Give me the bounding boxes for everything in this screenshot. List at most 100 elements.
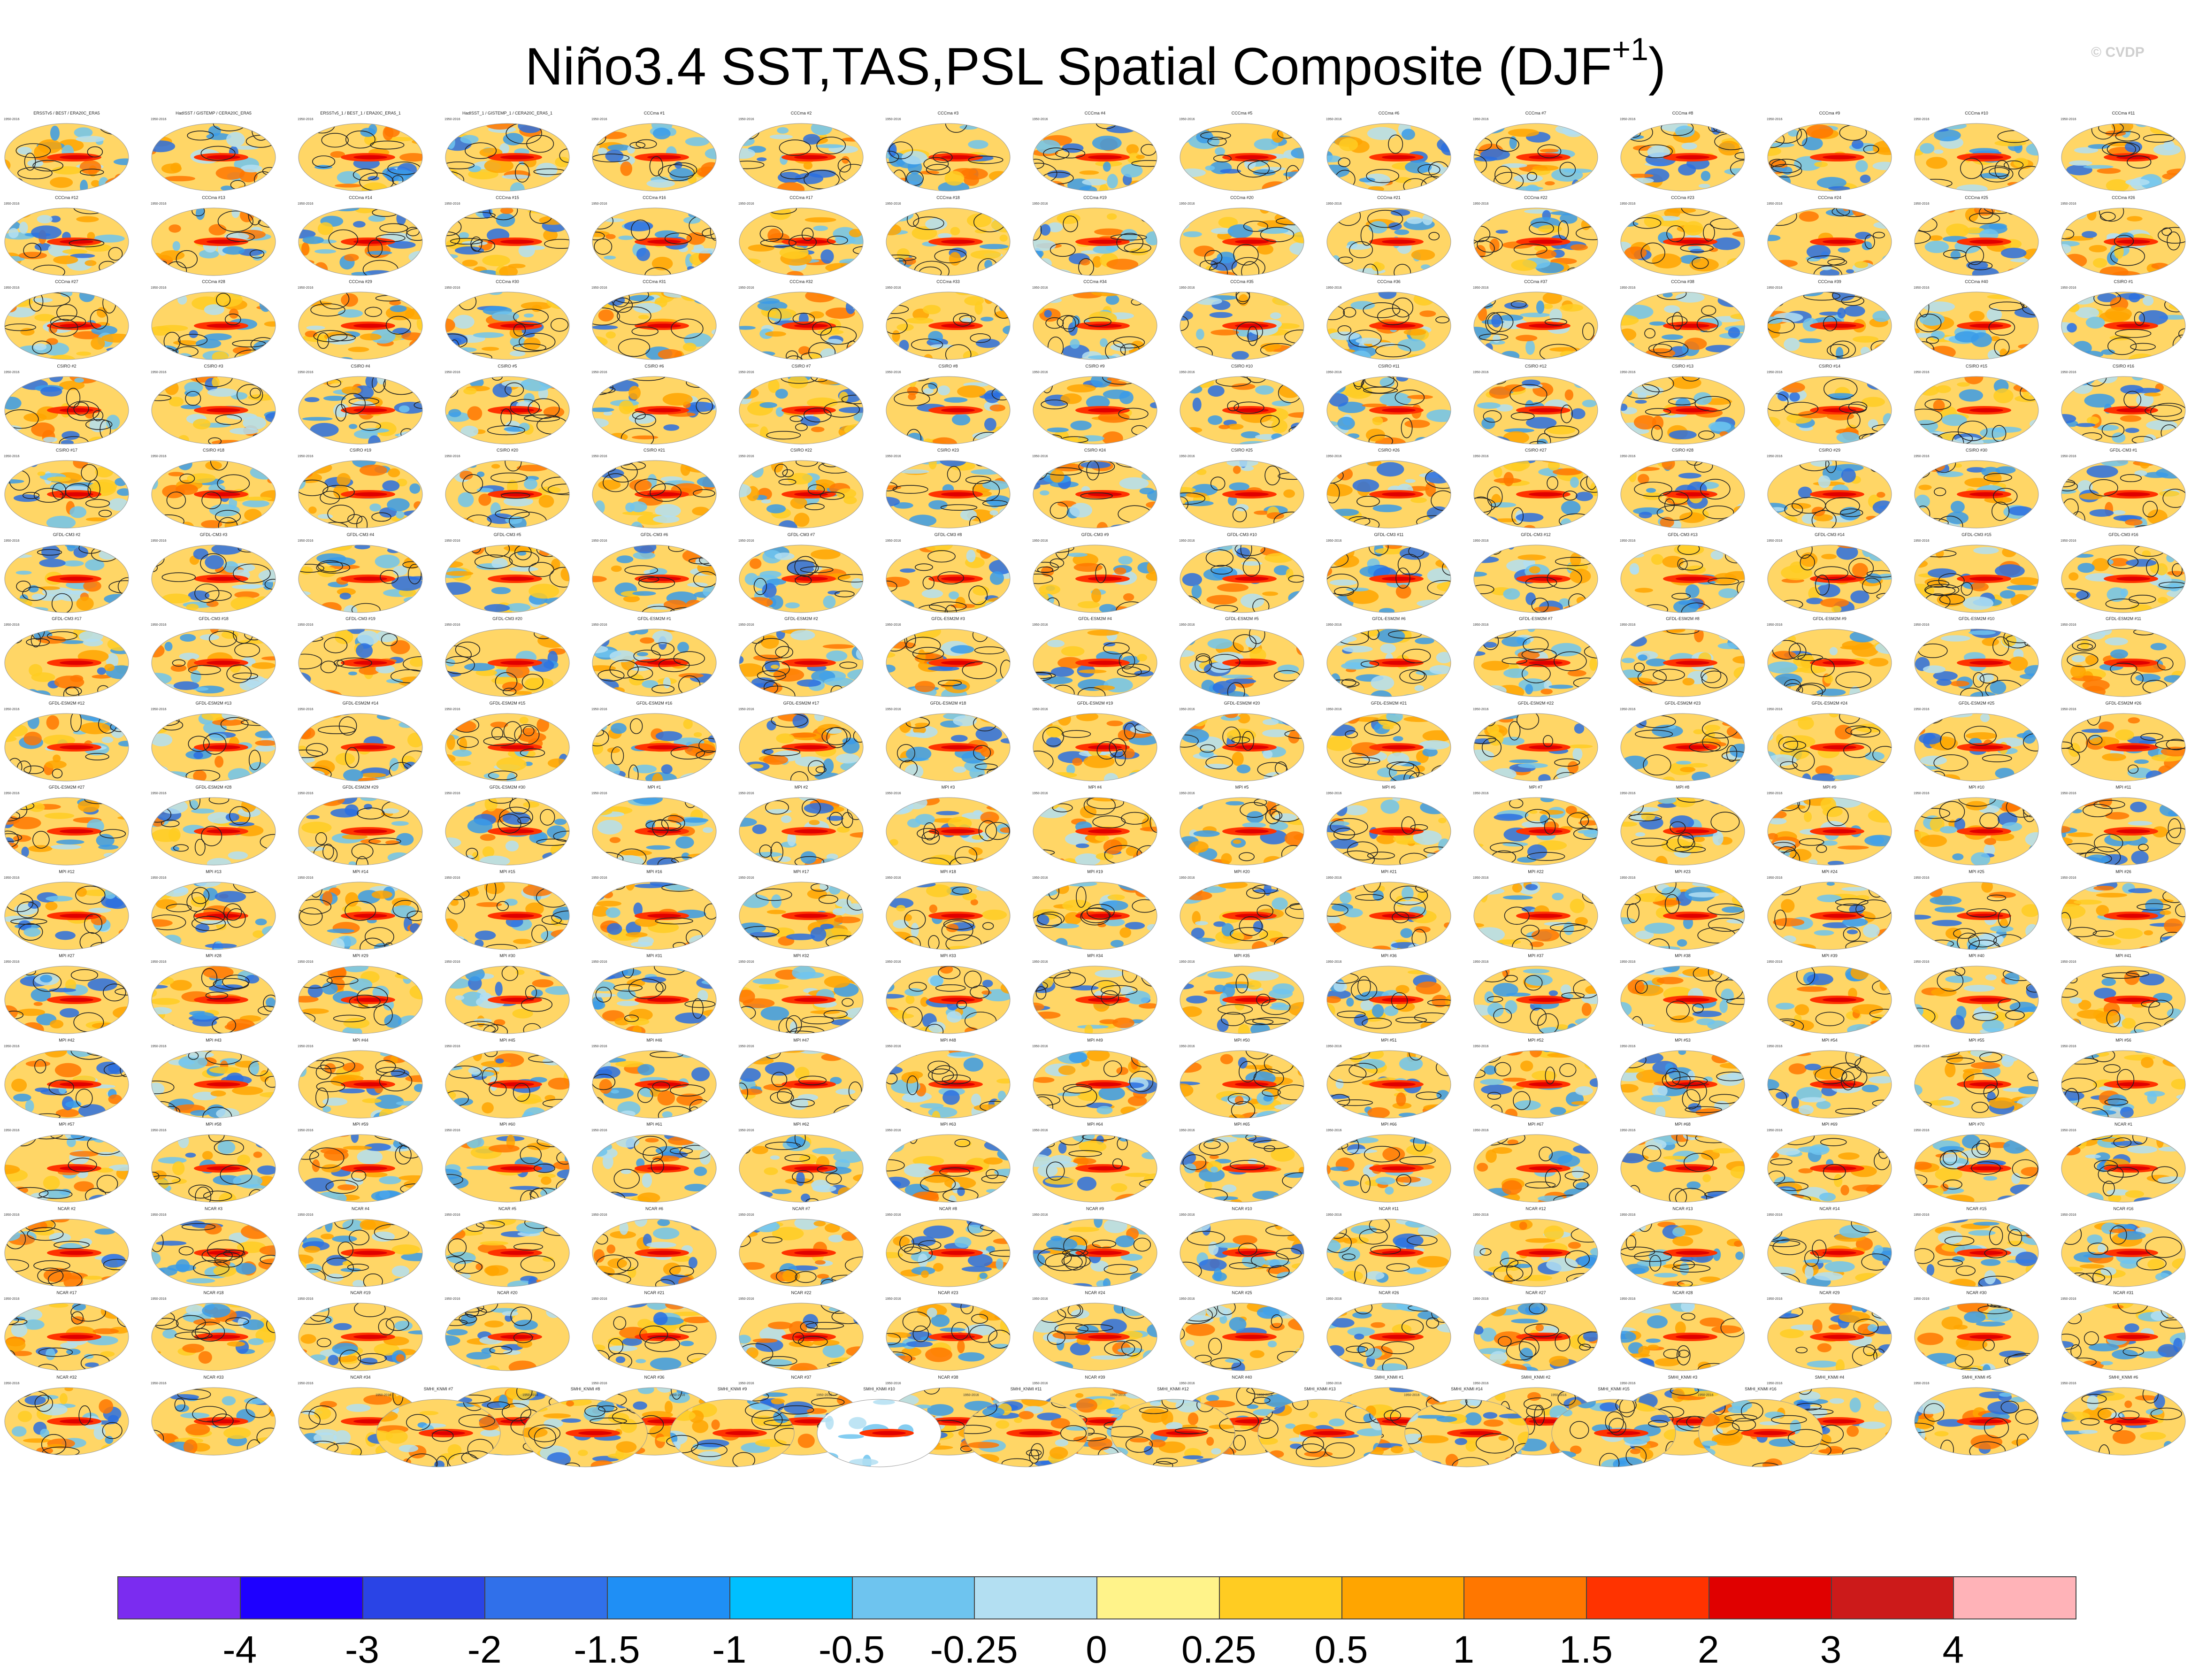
global-map [523,1399,648,1467]
panel-year-range: 1950-2016 [2061,1297,2076,1301]
panel-year-range: 1950-2016 [298,623,314,627]
panel-year-range: 1950-2016 [738,707,754,711]
map-panel: GFDL-ESM2M #28 1950-2016 [151,784,276,867]
panel-title: GFDL-ESM2M #18 [930,700,966,706]
panel-year-range: 1950-2016 [738,286,754,290]
map-panel: MPI #8 1950-2016 [1620,784,1746,867]
map-panel: CCCma #23 1950-2016 [1620,195,1746,277]
global-map [2061,966,2186,1034]
panel-year-range: 1950-2016 [2061,792,2076,795]
map-panel: MPI #59 1950-2016 [298,1121,423,1204]
panel-title: SMHI_KNMI #11 [1010,1386,1042,1391]
panel-year-range: 1950-2016 [1473,792,1489,795]
panel-title: CCCma #2 [790,111,812,115]
panel-year-range: 1950-2016 [1032,539,1048,543]
panel-year-range: 1950-2016 [1767,1381,1783,1385]
global-map [4,376,129,444]
panel-title: SMHI_KNMI #7 [423,1386,453,1391]
panel-title: CSIRO #2 [57,363,77,368]
panel-year-range: 1950-2016 [298,202,314,206]
map-panel: MPI #35 1950-2016 [1179,953,1305,1036]
map-panel: NCAR #17 1950-2016 [4,1290,130,1373]
panel-year-range: 1950-2016 [591,1213,607,1217]
panel-title: MPI #39 [1822,953,1838,958]
map-panel: NCAR #14 1950-2016 [1767,1206,1892,1289]
panel-year-range: 1950-2016 [2061,960,2076,964]
panel-title: MPI #11 [2115,785,2131,790]
panel-title: MPI #56 [2115,1037,2131,1043]
panel-title: MPI #67 [1528,1122,1544,1127]
map-panel: GFDL-ESM2M #18 1950-2016 [885,700,1011,783]
panel-title: SMHI_KNMI #8 [570,1386,600,1391]
map-panel: MPI #37 1950-2016 [1473,953,1599,1036]
map-panel: MPI #12 1950-2016 [4,869,130,951]
panel-title: CSIRO #6 [644,363,664,368]
map-panel: GFDL-CM3 #4 1950-2016 [298,532,423,614]
panel-year-range: 1950-2016 [1767,118,1783,121]
global-map [1620,1219,1745,1287]
panel-title: CCCma #23 [1671,195,1694,200]
panel-year-range: 1950-2016 [4,1044,20,1048]
panel-title: MPI #30 [499,953,515,958]
map-panel: SMHI_KNMI #14 1950-2016 [1404,1386,1530,1469]
panel-year-range: 1950-2016 [738,1129,754,1132]
panel-year-range: 1950-2016 [1620,118,1636,121]
map-panel: NCAR #12 1950-2016 [1473,1206,1599,1289]
panel-title: GFDL-CM3 #16 [2108,532,2138,537]
global-map [1767,797,1892,866]
panel-title: SMHI_KNMI #9 [717,1386,747,1391]
panel-year-range: 1950-2016 [1914,960,1930,964]
panel-title: CSIRO #18 [202,448,225,453]
global-map [1767,292,1892,360]
map-panel: MPI #34 1950-2016 [1032,953,1158,1036]
global-map [1473,207,1598,276]
global-map [1473,966,1598,1034]
panel-year-range: 1950-2016 [1473,455,1489,458]
global-map [1914,376,2039,444]
global-map [445,1134,570,1203]
panel-title: MPI #50 [1234,1037,1250,1043]
map-panel: CCCma #24 1950-2016 [1767,195,1892,277]
panel-title: MPI #14 [352,869,368,874]
panel-year-range: 1950-2016 [1767,202,1783,206]
global-map [1767,1134,1892,1203]
map-panel: GFDL-ESM2M #15 1950-2016 [444,700,570,783]
panel-title: GFDL-ESM2M #11 [2106,616,2141,621]
global-map [592,292,717,360]
panel-title: CSIRO #3 [204,363,223,368]
map-panel: GFDL-ESM2M #23 1950-2016 [1620,700,1746,783]
panel-title: MPI #6 [1382,785,1396,790]
panel-year-range: 1950-2016 [738,539,754,543]
panel-year-range: 1950-2016 [591,1297,607,1301]
panel-year-range: 1950-2016 [444,455,460,458]
panel-title: MPI #9 [1823,785,1837,790]
panel-year-range: 1950-2016 [4,286,20,290]
map-panel: CCCma #2 1950-2016 [738,110,864,193]
panel-title: MPI #52 [1528,1037,1544,1043]
map-panel: CSIRO #10 1950-2016 [1179,363,1305,446]
panel-title: CCCma #14 [349,195,372,200]
map-panel: GFDL-ESM2M #3 1950-2016 [885,616,1011,698]
panel-title: MPI #35 [1234,953,1250,958]
panel-year-range: 1950-2016 [1179,286,1195,290]
global-map [1620,966,1745,1034]
panel-title: GFDL-ESM2M #25 [1958,700,1995,706]
map-panel: MPI #28 1950-2016 [151,953,276,1036]
panel-year-range: 1950-2016 [1914,1129,1930,1132]
global-map [298,460,423,529]
global-map [2061,882,2186,950]
panel-title: CCCma #9 [1819,111,1840,115]
panel-year-range: 1950-2016 [4,876,20,880]
global-map [151,207,276,276]
map-panel: SMHI_KNMI #13 1950-2016 [1257,1386,1383,1469]
global-map [1767,966,1892,1034]
panel-year-range: 1950-2016 [1404,1393,1420,1397]
map-panel: CSIRO #19 1950-2016 [298,447,423,530]
map-panel: CCCma #1 1950-2016 [591,110,717,193]
global-map [445,797,570,866]
panel-year-range: 1950-2016 [1326,1129,1342,1132]
global-map [1914,460,2039,529]
global-map [4,123,129,192]
global-map [739,882,864,950]
map-panel: NCAR #6 1950-2016 [591,1206,717,1289]
